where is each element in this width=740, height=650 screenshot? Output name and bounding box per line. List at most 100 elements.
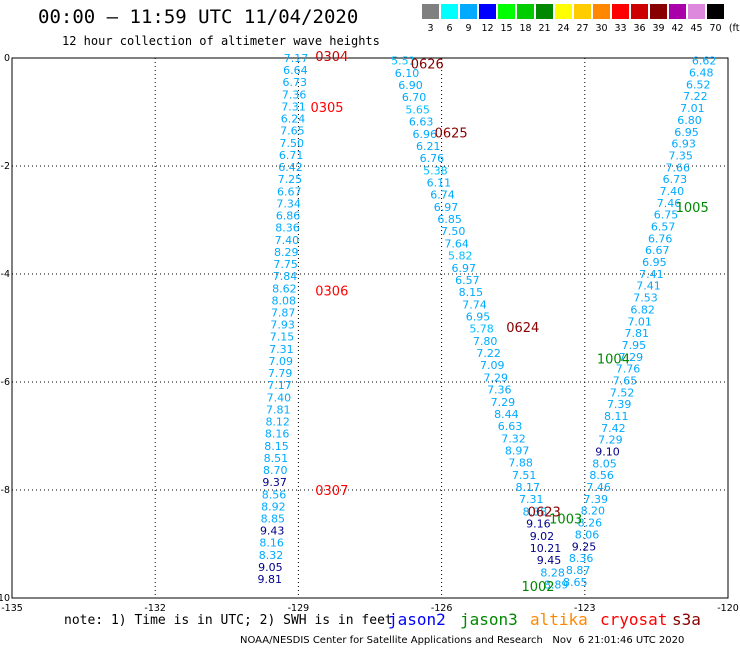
wave-height-value: 9.05 bbox=[258, 561, 283, 574]
wave-height-value: 8.15 bbox=[264, 440, 289, 453]
wave-height-value: 7.32 bbox=[501, 432, 526, 445]
wave-height-value: 7.81 bbox=[266, 403, 291, 416]
scale-swatch bbox=[517, 4, 534, 19]
wave-height-value: 7.50 bbox=[279, 137, 304, 150]
wave-height-value: 8.92 bbox=[261, 500, 286, 513]
lat-tick-label: -6 bbox=[1, 377, 10, 388]
wave-height-value: 6.63 bbox=[498, 420, 523, 433]
wave-height-value: 7.22 bbox=[683, 90, 708, 103]
wave-height-value: 9.45 bbox=[537, 554, 562, 567]
wave-height-value: 8.85 bbox=[261, 513, 286, 526]
scale-swatch bbox=[612, 4, 629, 19]
wave-height-value: 7.79 bbox=[268, 367, 293, 380]
wave-height-value: 6.95 bbox=[674, 126, 699, 139]
wave-height-value: 8.70 bbox=[263, 464, 288, 477]
pass-time-label: 0625 bbox=[435, 127, 468, 142]
wave-height-value: 6.24 bbox=[281, 113, 306, 126]
scale-label: 39 bbox=[652, 23, 665, 34]
pass-time-label: 1005 bbox=[676, 201, 709, 216]
wave-height-value: 6.90 bbox=[398, 79, 423, 92]
wave-height-value: 7.53 bbox=[633, 292, 658, 305]
wave-height-value: 8.38 bbox=[523, 505, 548, 518]
wave-height-value: 7.42 bbox=[601, 422, 626, 435]
scale-swatch bbox=[536, 4, 553, 19]
pass-time-label: 0626 bbox=[411, 57, 444, 72]
wave-height-value: 9.43 bbox=[260, 525, 285, 538]
scale-swatch bbox=[688, 4, 705, 19]
scale-swatch bbox=[479, 4, 496, 19]
wave-height-value: 6.42 bbox=[278, 161, 303, 174]
wave-height-value: 9.25 bbox=[572, 540, 597, 553]
wave-height-value: 7.17 bbox=[267, 379, 292, 392]
wave-height-value: 7.87 bbox=[271, 306, 296, 319]
scale-label: 21 bbox=[538, 23, 551, 34]
wave-height-value: 7.09 bbox=[268, 355, 293, 368]
pass-time-label: 0306 bbox=[315, 284, 348, 299]
wave-height-value: 6.21 bbox=[416, 140, 441, 153]
wave-height-value: 6.70 bbox=[402, 91, 427, 104]
wave-height-value: 7.41 bbox=[639, 268, 664, 281]
wave-height-value: 8.16 bbox=[265, 428, 290, 441]
wave-height-value: 7.80 bbox=[473, 335, 498, 348]
wave-height-value: 6.86 bbox=[276, 210, 301, 223]
wave-height-value: 7.81 bbox=[625, 327, 650, 340]
wave-height-value: 6.76 bbox=[420, 152, 445, 165]
satellite-altika: altika bbox=[530, 610, 588, 629]
scale-label: 36 bbox=[633, 23, 646, 34]
wave-height-value: 5.51 bbox=[391, 55, 416, 68]
satellite-jason2: jason2 bbox=[388, 610, 446, 629]
wave-height-value: 6.97 bbox=[434, 201, 459, 214]
wave-height-value: 7.88 bbox=[508, 457, 533, 470]
scale-swatch bbox=[707, 4, 724, 19]
wave-height-value: 6.64 bbox=[283, 64, 308, 77]
pass-time-label: 1004 bbox=[597, 352, 630, 367]
lon-tick-label: -135 bbox=[1, 603, 23, 614]
wave-height-value: 7.84 bbox=[273, 270, 298, 283]
wave-height-value: 6.73 bbox=[283, 76, 308, 89]
wave-height-value: 6.48 bbox=[689, 67, 714, 80]
wave-height-value: 8.89 bbox=[544, 579, 569, 592]
lat-tick-label: -10 bbox=[0, 593, 10, 604]
lon-tick-label: -132 bbox=[144, 603, 166, 614]
wave-height-value: 6.63 bbox=[409, 116, 434, 129]
scale-swatch bbox=[650, 4, 667, 19]
wave-height-value: 7.40 bbox=[267, 391, 292, 404]
wave-height-value: 7.40 bbox=[660, 185, 685, 198]
wave-height-value: 7.93 bbox=[270, 319, 295, 332]
wave-height-value: 7.41 bbox=[636, 280, 661, 293]
wave-height-value: 10.21 bbox=[530, 542, 562, 555]
scale-unit: (ft) bbox=[728, 23, 740, 34]
wave-height-value: 6.82 bbox=[630, 303, 655, 316]
wave-height-value: 7.95 bbox=[622, 339, 647, 352]
wave-height-value: 8.05 bbox=[592, 457, 617, 470]
wave-height-value: 8.20 bbox=[581, 505, 606, 518]
wave-height-value: 6.95 bbox=[642, 256, 667, 269]
wave-height-value: 5.82 bbox=[448, 250, 473, 263]
wave-height-value: 7.46 bbox=[657, 197, 682, 210]
wave-height-value: 7.76 bbox=[616, 363, 641, 376]
scale-swatch bbox=[460, 4, 477, 19]
satellite-jason3: jason3 bbox=[460, 610, 518, 629]
wave-height-value: 8.26 bbox=[578, 517, 603, 530]
pass-time-label: 0304 bbox=[315, 50, 348, 65]
lon-tick-label: -126 bbox=[431, 603, 453, 614]
satellite-s3a: s3a bbox=[672, 610, 701, 629]
note-text: note: 1) Time is in UTC; 2) SWH is in fe… bbox=[64, 613, 393, 628]
scale-swatch bbox=[593, 4, 610, 19]
wave-height-value: 8.56 bbox=[589, 469, 614, 482]
scale-swatch bbox=[631, 4, 648, 19]
wave-height-value: 6.10 bbox=[395, 67, 420, 80]
wave-height-value: 8.28 bbox=[540, 566, 565, 579]
wave-height-value: 7.46 bbox=[586, 481, 611, 494]
wave-height-value: 9.16 bbox=[526, 518, 551, 531]
wave-height-value: 7.52 bbox=[610, 386, 635, 399]
wave-height-value: 6.57 bbox=[651, 221, 676, 234]
footer-credit: NOAA/NESDIS Center for Satellite Applica… bbox=[240, 635, 685, 646]
wave-height-value: 8.56 bbox=[262, 488, 287, 501]
wave-height-value: 8.97 bbox=[505, 445, 530, 458]
scale-swatch bbox=[574, 4, 591, 19]
pass-time-label: 1003 bbox=[549, 513, 582, 528]
scale-label: 42 bbox=[671, 23, 684, 34]
wave-height-value: 5.78 bbox=[469, 323, 494, 336]
